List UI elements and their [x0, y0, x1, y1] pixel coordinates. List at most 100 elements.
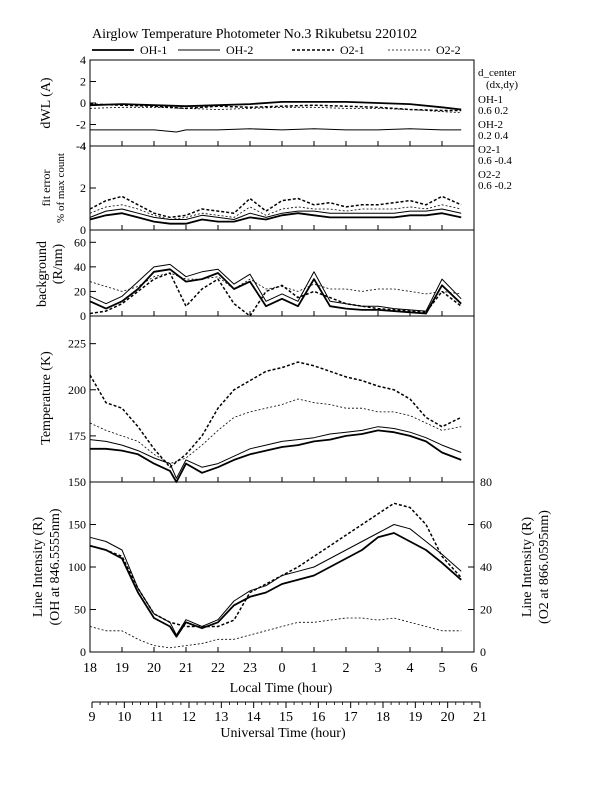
ut-tick-label: 19 — [408, 710, 422, 725]
background-panel: 60 40 20 0 — [74, 229, 475, 323]
y-tick-label: 0 — [80, 309, 86, 323]
ut-tick-label: 17 — [344, 710, 358, 725]
y2-tick-label: 40 — [480, 560, 492, 574]
series-line-o22 — [89, 272, 462, 295]
series-line-oh1 — [89, 268, 462, 315]
fit-error-ylabel: fit error — [39, 170, 53, 207]
universal-time-label: Universal Time (hour) — [220, 726, 346, 741]
series-line-oh1 — [89, 532, 462, 638]
local-time-tick-label: 18 — [83, 661, 97, 676]
y-tick-label: 175 — [68, 429, 86, 443]
panel-frame — [89, 315, 475, 483]
temperature-panel: 225 200 175 150 — [68, 315, 475, 489]
side-info-name: OH-2 — [478, 119, 503, 131]
series-line-o22 — [89, 617, 462, 649]
side-info-title: d_center — [478, 67, 516, 79]
legend-label-oh2: OH-2 — [226, 43, 253, 57]
local-time-tick-label: 5 — [439, 661, 446, 676]
y-tick-label: 4 — [80, 53, 86, 67]
series-line-o22 — [89, 106, 462, 114]
local-time-tick-label: 19 — [115, 661, 129, 676]
side-info-subtitle: (dx,dy) — [486, 79, 518, 91]
side-info-value: 0.6 -0.2 — [478, 180, 512, 192]
ut-tick-label: 9 — [89, 710, 96, 725]
series-line-oh1 — [89, 101, 462, 111]
series-line-o21 — [89, 272, 462, 317]
local-time-tick-label: 6 — [471, 661, 478, 676]
ut-tick-label: 20 — [441, 710, 455, 725]
side-info-name: OH-1 — [478, 94, 503, 106]
series-line-o21 — [89, 361, 462, 468]
series-line-oh2 — [89, 263, 462, 312]
ut-tick-label: 15 — [279, 710, 293, 725]
local-time-tick-label: 2 — [343, 661, 350, 676]
temperature-ylabel: Temperature (K) — [39, 351, 54, 445]
ut-tick-label: 21 — [473, 710, 487, 725]
ut-tick-label: 12 — [182, 710, 196, 725]
legend-label-o21: O2-1 — [340, 43, 365, 57]
series-line-o22 — [89, 204, 462, 220]
y-tick-label: 50 — [74, 603, 86, 617]
local-time-tick-label: 1 — [311, 661, 318, 676]
local-time-tick-label: 3 — [375, 661, 382, 676]
intensity-ylabel-sub: (OH at 846.5555nm) — [48, 508, 63, 625]
local-time-axis: 18 19 20 21 22 23 0 1 2 3 4 5 6 — [83, 661, 478, 676]
y-tick-label: 60 — [74, 235, 86, 249]
fit-error-ylabel2: % of max count — [55, 153, 67, 223]
intensity-y2label: Line Intensity (R) — [520, 517, 535, 618]
local-time-tick-label: 22 — [211, 661, 225, 676]
dwl-ylabel: dWL (A) — [39, 77, 54, 129]
side-info: d_center (dx,dy) OH-1 0.6 0.2 OH-2 0.2 0… — [478, 67, 518, 192]
fit-error-panel: 4 2 0 — [80, 139, 475, 237]
y2-tick-label: 80 — [480, 475, 492, 489]
local-time-tick-label: 4 — [407, 661, 414, 676]
ut-tick-label: 18 — [376, 710, 390, 725]
series-line-oh1 — [89, 212, 462, 225]
y2-tick-label: 20 — [480, 603, 492, 617]
y-tick-label: 0 — [80, 223, 86, 237]
y-tick-label: 150 — [68, 518, 86, 532]
panel-frame — [89, 145, 475, 231]
ut-tick-label: 13 — [214, 710, 228, 725]
side-info-value: 0.6 -0.4 — [478, 155, 512, 167]
y2-tick-label: 60 — [480, 518, 492, 532]
background-ylabel: background — [35, 241, 50, 307]
y-tick-label: 2 — [80, 75, 86, 89]
universal-time-axis: 9 10 11 12 13 14 15 16 17 18 19 20 21 — [89, 701, 487, 725]
y-tick-label: 4 — [80, 139, 86, 153]
y-tick-label: -2 — [76, 118, 86, 132]
ut-tick-label: 16 — [311, 710, 325, 725]
series-line-oh2 — [89, 524, 462, 636]
intensity-panel: 150 100 50 0 80 60 40 20 0 — [68, 475, 492, 659]
side-info-name: O2-1 — [478, 144, 501, 156]
intensity-y2label-sub: (O2 at 866.0595nm) — [537, 510, 552, 624]
local-time-tick-label: 20 — [147, 661, 161, 676]
side-info-name: O2-2 — [478, 169, 501, 181]
intensity-ylabel: Line Intensity (R) — [31, 517, 46, 618]
background-ylabel2: (R/nm) — [51, 243, 66, 284]
series-line-oh2 — [89, 426, 462, 479]
y-tick-label: -4 — [76, 139, 86, 153]
y-tick-label: 40 — [74, 260, 86, 274]
series-line-o22 — [89, 398, 462, 465]
panel-frame — [89, 481, 475, 653]
legend-label-o22: O2-2 — [436, 43, 461, 57]
y-tick-label: 2 — [80, 181, 86, 195]
legend-label-oh1: OH-1 — [140, 43, 167, 57]
series-line-o21 — [89, 195, 462, 219]
y-tick-label: 150 — [68, 475, 86, 489]
y-tick-label: 200 — [68, 383, 86, 397]
series-line-o21 — [89, 502, 462, 628]
series-line-oh1 — [90, 429, 462, 483]
dwl-panel: 4 2 0 -2 -4 — [76, 53, 475, 153]
series-line-oh2 — [90, 128, 462, 133]
y-tick-label: 225 — [68, 337, 86, 351]
y-tick-label: 100 — [68, 560, 86, 574]
local-time-tick-label: 21 — [179, 661, 193, 676]
ut-tick-label: 14 — [247, 710, 261, 725]
side-info-value: 0.2 0.4 — [478, 130, 509, 142]
series-line-oh2 — [89, 208, 462, 220]
panel-frame — [89, 59, 475, 147]
local-time-label: Local Time (hour) — [230, 681, 333, 696]
